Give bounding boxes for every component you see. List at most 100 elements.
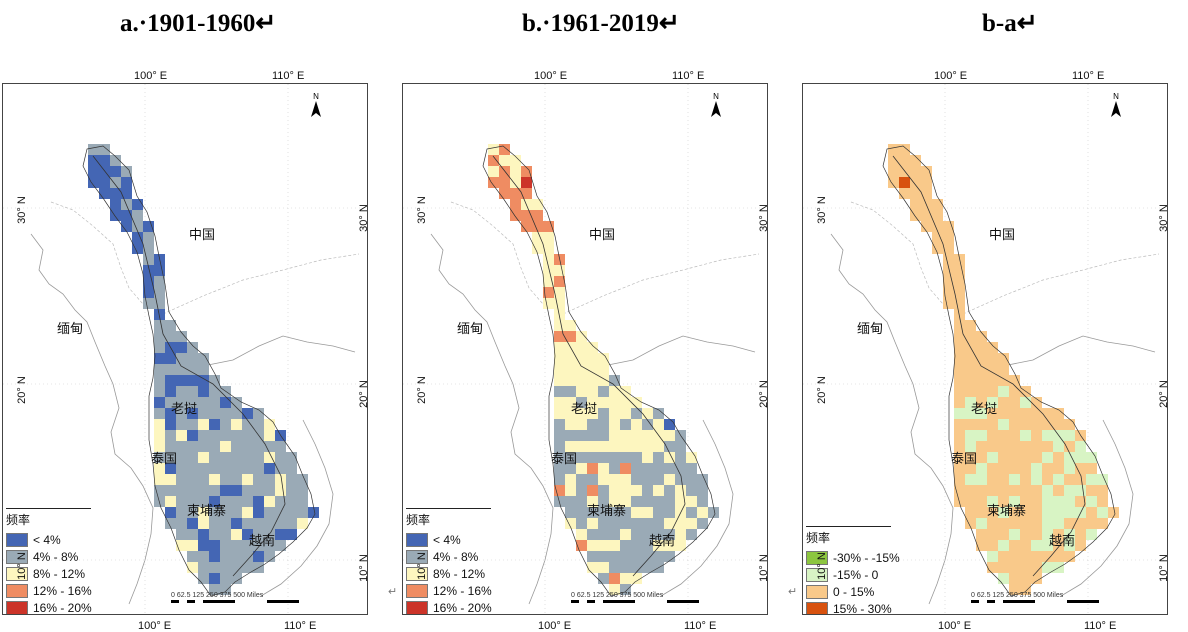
grid-cell xyxy=(686,529,697,540)
grid-cell xyxy=(1053,463,1064,474)
grid-cell xyxy=(88,166,99,177)
grid-cell xyxy=(587,353,598,364)
grid-cell xyxy=(976,408,987,419)
grid-cell xyxy=(554,276,565,287)
grid-cell xyxy=(1064,540,1075,551)
grid-cell xyxy=(631,551,642,562)
grid-cell xyxy=(1031,518,1042,529)
grid-cell xyxy=(987,540,998,551)
grid-cell xyxy=(297,507,308,518)
grid-cell xyxy=(543,243,554,254)
grid-cell xyxy=(954,298,965,309)
grid-cell xyxy=(1020,419,1031,430)
grid-cell xyxy=(642,441,653,452)
grid-cell xyxy=(642,540,653,551)
grid-cell xyxy=(987,474,998,485)
grid-cell xyxy=(99,155,110,166)
grid-cell xyxy=(888,155,899,166)
grid-cell xyxy=(275,452,286,463)
degree-label: 110° E xyxy=(272,70,305,82)
grid-cell xyxy=(1042,408,1053,419)
grid-cell xyxy=(576,430,587,441)
grid-cell xyxy=(132,232,143,243)
degree-label: 30° N xyxy=(1157,204,1170,232)
country-label-thailand: 泰国 xyxy=(151,452,178,467)
grid-cell xyxy=(187,562,198,573)
grid-cell xyxy=(708,507,719,518)
grid-cell xyxy=(576,474,587,485)
grid-cell xyxy=(220,573,231,584)
grid-cell xyxy=(1020,452,1031,463)
legend-item: < 4% xyxy=(6,531,92,548)
grid-cell xyxy=(198,452,209,463)
grid-cell xyxy=(587,430,598,441)
grid-cell xyxy=(664,496,675,507)
grid-cell xyxy=(209,441,220,452)
scale-unit: Miles xyxy=(1046,592,1064,599)
grid-cell xyxy=(587,485,598,496)
grid-cell xyxy=(198,386,209,397)
grid-cell xyxy=(998,430,1009,441)
grid-cell xyxy=(264,507,275,518)
legend-label: 4% - 8% xyxy=(33,549,79,564)
grid-cell xyxy=(1020,485,1031,496)
grid-cell xyxy=(631,408,642,419)
grid-cell xyxy=(620,463,631,474)
legend-label: 8% - 12% xyxy=(433,566,486,581)
grid-cell xyxy=(954,276,965,287)
grid-cell xyxy=(954,397,965,408)
grid-cell xyxy=(965,474,976,485)
grid-cell xyxy=(620,518,631,529)
grid-cell xyxy=(231,397,242,408)
grid-cell xyxy=(954,430,965,441)
grid-cell xyxy=(921,210,932,221)
map-canvas xyxy=(3,84,367,614)
grid-cell xyxy=(587,364,598,375)
grid-cell xyxy=(1086,496,1097,507)
north-arrow-icon: N xyxy=(309,92,323,121)
grid-cell xyxy=(609,408,620,419)
grid-cell xyxy=(954,419,965,430)
grid-cell xyxy=(510,166,521,177)
grid-cell xyxy=(921,188,932,199)
map-panel-b: 频率 < 4% 4% - 8% 8% - 12% 12% - 16% 16% - 20% … xyxy=(402,40,797,632)
grid-cell xyxy=(165,518,176,529)
legend-swatch xyxy=(806,567,828,582)
grid-cell xyxy=(1031,573,1042,584)
grid-cell xyxy=(286,485,297,496)
degree-label: 20° N xyxy=(15,376,28,404)
grid-cell xyxy=(187,386,198,397)
grid-cell xyxy=(675,496,686,507)
grid-cell xyxy=(165,463,176,474)
grid-cell xyxy=(242,485,253,496)
grid-cell xyxy=(165,441,176,452)
grid-cell xyxy=(664,441,675,452)
grid-cell xyxy=(187,540,198,551)
grid-cell xyxy=(543,232,554,243)
grid-cell xyxy=(165,419,176,430)
grid-cell xyxy=(609,485,620,496)
grid-cell xyxy=(987,562,998,573)
grid-cell xyxy=(998,496,1009,507)
grid-cell xyxy=(264,496,275,507)
legend-label: -15% - 0 xyxy=(833,567,879,582)
degree-label: 100° E xyxy=(538,620,572,632)
grid-cell xyxy=(631,540,642,551)
grid-cell xyxy=(631,474,642,485)
scale-unit: Miles xyxy=(246,592,264,599)
grid-cell xyxy=(1031,496,1042,507)
degree-label: 10° N xyxy=(757,554,770,582)
return-mark: ↵ xyxy=(388,586,398,598)
grid-cell xyxy=(143,243,154,254)
grid-cell xyxy=(576,342,587,353)
grid-cells xyxy=(88,144,319,595)
grid-cell xyxy=(209,419,220,430)
grid-cell xyxy=(576,529,587,540)
grid-cell xyxy=(499,155,510,166)
grid-cell xyxy=(554,331,565,342)
degree-label: 30° N xyxy=(415,196,428,224)
grid-cell xyxy=(1064,463,1075,474)
grid-cell xyxy=(965,463,976,474)
grid-cell xyxy=(187,408,198,419)
grid-cell xyxy=(998,386,1009,397)
